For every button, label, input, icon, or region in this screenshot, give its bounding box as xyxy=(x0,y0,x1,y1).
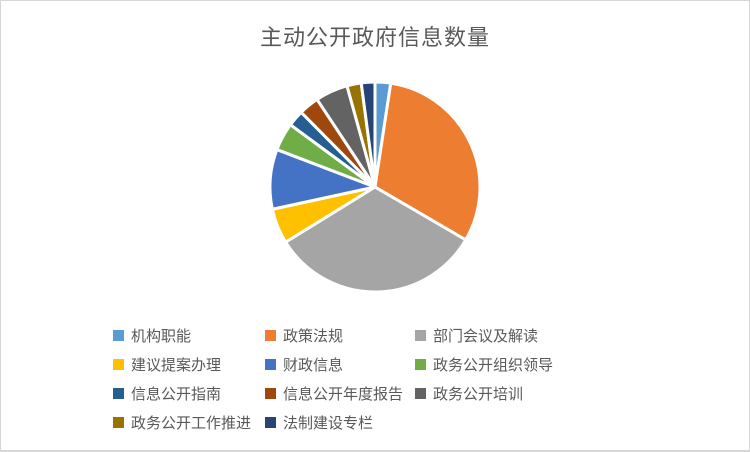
legend-item[interactable]: 法制建设专栏 xyxy=(265,412,415,433)
legend-item-label: 政务公开组织领导 xyxy=(433,356,554,374)
legend-swatch-icon xyxy=(113,359,124,370)
pie-chart xyxy=(268,80,482,294)
legend-item-label: 部门会议及解读 xyxy=(433,327,539,345)
legend-item-label: 政务公开工作推进 xyxy=(131,414,252,432)
pie-slice-11[interactable] xyxy=(359,80,377,189)
legend-item-label: 建议提案办理 xyxy=(131,356,222,374)
legend-item-label: 信息公开指南 xyxy=(131,385,222,403)
legend-item-label: 信息公开年度报告 xyxy=(283,385,404,403)
legend-swatch-icon xyxy=(113,388,124,399)
legend-item-label: 政务公开培训 xyxy=(433,385,524,403)
legend-item[interactable]: 机构职能 xyxy=(113,325,265,346)
legend-item[interactable]: 财政信息 xyxy=(265,354,415,375)
legend-swatch-icon xyxy=(265,359,276,370)
legend-item[interactable]: 信息公开指南 xyxy=(113,383,265,404)
legend-item[interactable]: 政务公开工作推进 xyxy=(113,412,265,433)
legend-item-label: 机构职能 xyxy=(131,327,192,345)
legend-item-label: 法制建设专栏 xyxy=(283,414,374,432)
legend-swatch-icon xyxy=(265,417,276,428)
legend-swatch-icon xyxy=(113,330,124,341)
legend-swatch-icon xyxy=(265,330,276,341)
pie-slice-3[interactable] xyxy=(284,185,468,294)
legend-item[interactable]: 政务公开组织领导 xyxy=(415,354,635,375)
legend-swatch-icon xyxy=(113,417,124,428)
legend-item[interactable]: 政务公开培训 xyxy=(415,383,635,404)
legend-item-label: 财政信息 xyxy=(283,356,344,374)
legend-swatch-icon xyxy=(415,359,426,370)
legend-swatch-icon xyxy=(415,330,426,341)
legend-item[interactable]: 部门会议及解读 xyxy=(415,325,635,346)
legend-item-label: 政策法规 xyxy=(283,327,344,345)
legend-swatch-icon xyxy=(415,388,426,399)
legend-swatch-icon xyxy=(265,388,276,399)
legend-item[interactable]: 信息公开年度报告 xyxy=(265,383,415,404)
legend-item[interactable]: 建议提案办理 xyxy=(113,354,265,375)
chart-title: 主动公开政府信息数量 xyxy=(259,26,490,51)
legend: 机构职能 政策法规 部门会议及解读建议提案办理 财政信息 政务公开组织领导信息公开指南 信… xyxy=(113,321,635,437)
legend-item[interactable]: 政策法规 xyxy=(265,325,415,346)
